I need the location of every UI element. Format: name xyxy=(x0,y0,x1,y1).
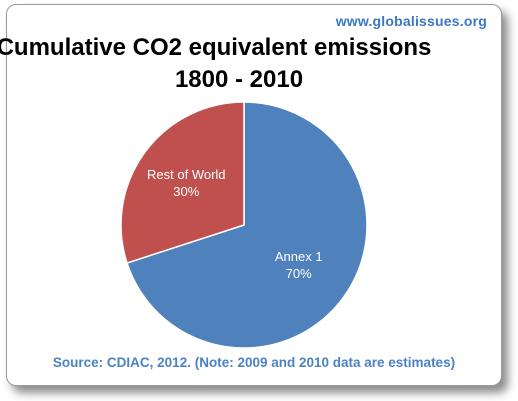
chart-frame: www.globalissues.org Cumulative CO2 equi… xyxy=(0,4,502,386)
pie-slice-rest-of-world xyxy=(120,101,245,264)
slice-label: Annex 1 xyxy=(275,249,323,264)
slice-value-label: 70% xyxy=(286,266,312,281)
source-note: Source: CDIAC, 2012. (Note: 2009 and 201… xyxy=(52,355,456,370)
chart-title: Cumulative CO2 equivalent emissions xyxy=(0,34,432,61)
slice-value-label: 30% xyxy=(173,184,199,199)
site-url: www.globalissues.org xyxy=(335,13,487,29)
pie-slice-annex-1 xyxy=(126,101,368,349)
pie-chart: Annex 1 70% Rest of World 30% xyxy=(120,101,368,349)
chart-subtitle: 1800 - 2010 xyxy=(174,66,304,93)
slice-label: Rest of World xyxy=(147,167,226,182)
